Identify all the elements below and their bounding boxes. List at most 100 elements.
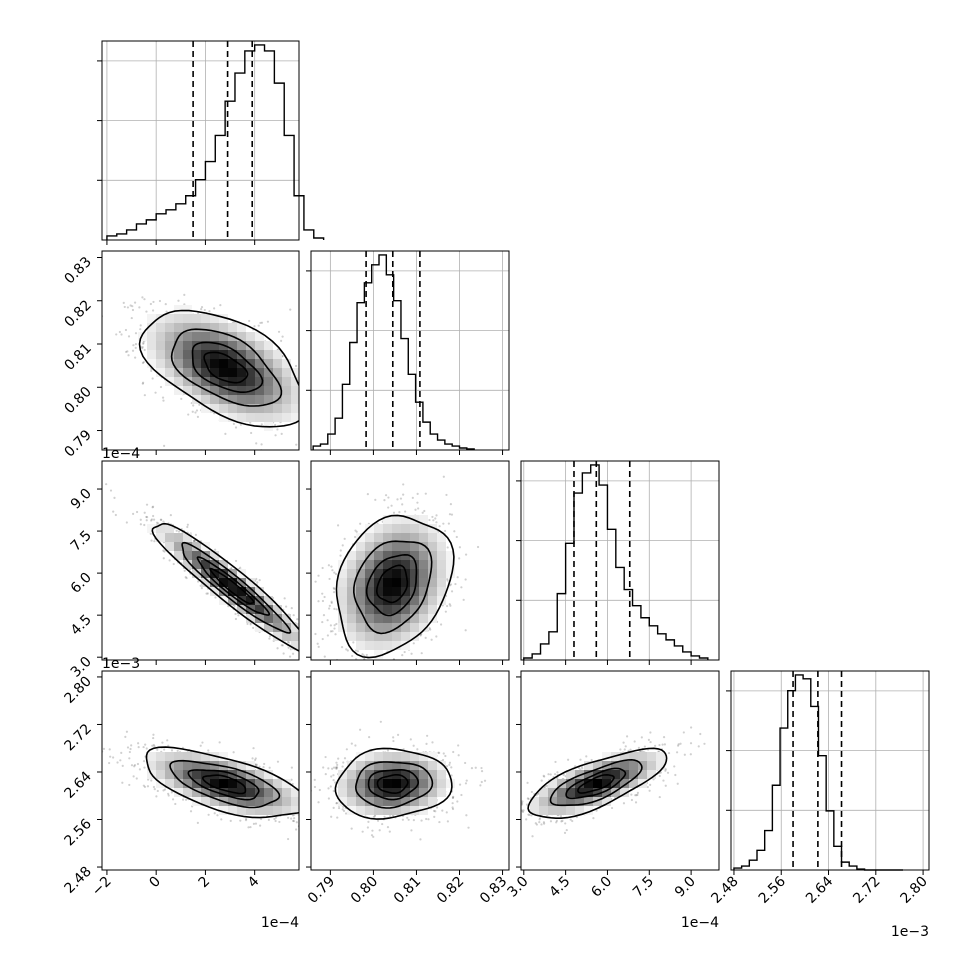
density-cell [183, 332, 192, 341]
scatter-point [355, 530, 358, 533]
scatter-point [428, 518, 431, 522]
density-cell [374, 614, 383, 623]
scatter-point [131, 349, 135, 352]
scatter-point [268, 635, 272, 638]
scatter-point [318, 406, 320, 408]
density-cell [383, 524, 392, 533]
scatter-point [121, 781, 124, 784]
scatter-point [383, 499, 386, 502]
density-cell [255, 614, 264, 623]
density-cell [255, 332, 264, 341]
density-cell [228, 341, 237, 350]
density-cell [383, 614, 392, 623]
scatter-point [446, 578, 449, 581]
scatter-point [239, 819, 242, 822]
density-cell [255, 341, 264, 350]
density-cell [174, 359, 183, 368]
density-cell [174, 551, 183, 560]
density-cell [210, 569, 219, 578]
scatter-point [289, 308, 292, 311]
contour-line-0.5σ [335, 514, 455, 659]
density-cell [374, 569, 383, 578]
density-cell [347, 596, 356, 605]
density-cell [419, 578, 428, 587]
scatter-point [301, 358, 303, 360]
density-cell [365, 524, 374, 533]
scatter-point [369, 677, 371, 679]
density-cell [201, 341, 210, 350]
scatter-point [414, 508, 417, 511]
scatter-point [97, 370, 99, 372]
density-cell [174, 341, 183, 350]
density-cell [392, 641, 401, 650]
density-cell [147, 323, 156, 332]
density-cell [291, 395, 299, 404]
scatter-point [350, 403, 352, 405]
scatter-point [419, 634, 422, 637]
scatter-point [421, 511, 424, 514]
scatter-point [127, 354, 130, 357]
scatter-point [260, 817, 263, 821]
scatter-point [328, 607, 331, 610]
density-cell [183, 377, 192, 386]
scatter-point [156, 789, 159, 793]
density-cell [156, 524, 165, 533]
density-cell [255, 359, 264, 368]
scatter-point [158, 299, 162, 303]
scatter-point [224, 432, 227, 436]
density-cell [219, 578, 228, 587]
density-cell [282, 404, 291, 413]
scatter-point [328, 604, 331, 607]
scatter-point [435, 521, 438, 524]
scatter-point [268, 766, 271, 769]
scatter-point [323, 595, 326, 599]
density-cell [282, 395, 291, 404]
scatter-point [139, 328, 142, 331]
scatter-point [282, 652, 285, 655]
density-cell [246, 404, 255, 413]
density-cell [437, 533, 446, 542]
density-cell [156, 368, 165, 377]
density-cell [383, 533, 392, 542]
scatter-point [324, 661, 326, 663]
scatter-point [249, 421, 252, 424]
scatter-point [314, 645, 316, 647]
scatter-point [386, 672, 388, 674]
scatter-point [163, 444, 166, 447]
density-cell [392, 614, 401, 623]
scatter-point [312, 400, 314, 402]
density-cell [282, 368, 291, 377]
scatter-point [232, 751, 235, 754]
scatter-point [150, 519, 153, 522]
scatter-point [161, 396, 165, 399]
scatter-point [133, 763, 137, 767]
density-cell [192, 332, 201, 341]
density-cell [365, 578, 374, 587]
scatter-point [162, 399, 165, 402]
scatter-point [445, 604, 449, 608]
density-cell [356, 542, 365, 551]
scatter-point [324, 652, 326, 654]
scatter-point [130, 316, 133, 320]
scatter-point [333, 607, 336, 610]
density-cell [237, 596, 246, 605]
scatter-point [458, 546, 461, 549]
scatter-point [455, 535, 458, 539]
scatter-point [333, 624, 336, 627]
scatter-point [165, 310, 168, 313]
density-cell [237, 350, 246, 359]
scatter-point [145, 515, 148, 519]
scatter-point [399, 497, 403, 500]
density-cell [446, 551, 455, 560]
density-cell [255, 587, 264, 596]
density-cell [183, 560, 192, 569]
scatter-point [155, 521, 159, 524]
density-cell [437, 569, 446, 578]
scatter-point [132, 344, 135, 347]
density-cell [246, 395, 255, 404]
scatter-point [456, 576, 459, 579]
scatter-point [321, 657, 323, 659]
scatter-point [464, 553, 468, 556]
scatter-point [442, 475, 445, 478]
density-cell [183, 386, 192, 395]
